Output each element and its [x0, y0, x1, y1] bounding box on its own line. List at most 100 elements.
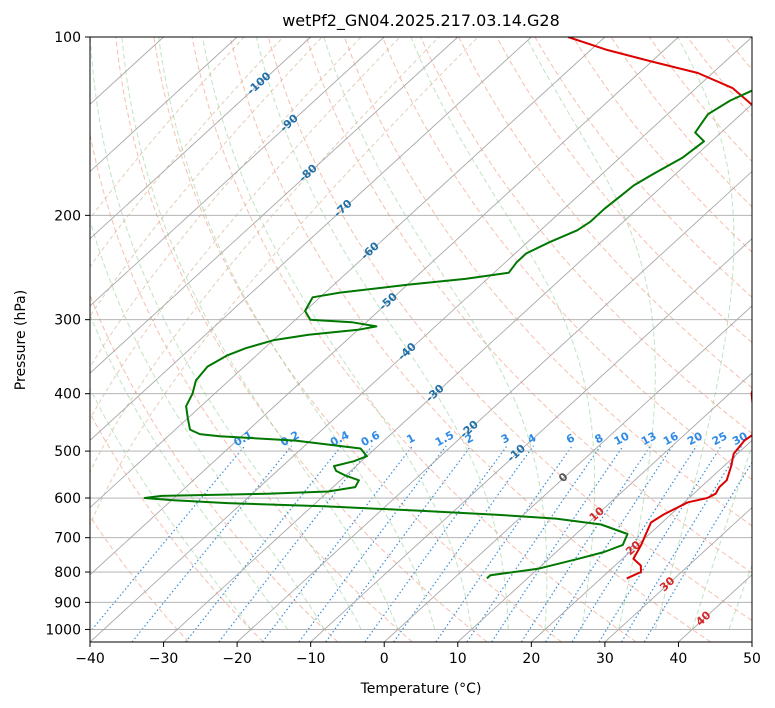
mixing-ratio-label: 1: [404, 431, 417, 446]
profile-line-2: [143, 89, 752, 580]
reference-curve: [90, 37, 245, 220]
mixing-ratio-line: [185, 445, 342, 642]
moist-adiabat: [410, 37, 596, 630]
moist-adiabat: [158, 37, 436, 630]
moist-adiabat: [90, 387, 252, 630]
mixing-ratio-line: [393, 445, 534, 642]
isotherm-line: [90, 37, 459, 374]
isotherm-line: [751, 641, 752, 642]
dry-adiabat: [686, 37, 752, 117]
isotherm-line: [90, 37, 752, 642]
moist-adiabat: [90, 218, 325, 630]
moist-adiabat: [90, 313, 289, 630]
y-tick-label: 700: [54, 531, 81, 547]
isotherm-line: [236, 170, 752, 642]
isotherm-line: [90, 37, 238, 173]
moist-adiabat: [654, 37, 735, 630]
isotherm-line: [383, 305, 752, 642]
y-tick-label: 800: [54, 565, 81, 581]
dry-adiabat: [725, 37, 752, 71]
x-tick-label: −20: [222, 651, 252, 667]
y-tick-label: 1000: [45, 622, 81, 638]
isotherm-line: [604, 506, 752, 642]
mixing-ratio-line: [435, 445, 573, 642]
x-tick-label: 40: [670, 651, 688, 667]
mixing-ratio-line: [571, 445, 698, 642]
mixing-ratio-label: 1.5: [433, 429, 456, 450]
plot-frame: [89, 36, 753, 643]
isotherm-line: [457, 372, 752, 642]
mixing-ratio-line: [491, 445, 624, 642]
dry-adiabat: [343, 37, 752, 527]
isotherm-line: [310, 238, 752, 642]
reference-curve: [90, 37, 401, 421]
dry-adiabat: [648, 37, 752, 163]
mixing-ratio-line: [545, 445, 673, 642]
x-tick-label: −10: [296, 651, 326, 667]
dry-adiabat: [496, 37, 752, 344]
dry-adiabat: [153, 37, 562, 642]
mixing-ratio-line: [598, 445, 722, 642]
isotherm-line: [90, 37, 532, 441]
reference-curve: [90, 37, 440, 474]
mixing-ratio-line: [643, 461, 752, 642]
mixing-ratio-label: 8: [593, 431, 606, 446]
moist-adiabat: [525, 37, 656, 630]
y-tick-label: 100: [54, 30, 81, 46]
moist-adiabat: [121, 37, 399, 630]
y-tick-label: 900: [54, 595, 81, 611]
isotherm-line: [90, 37, 679, 576]
mixing-ratio-line: [90, 445, 246, 633]
moist-adiabat: [202, 37, 472, 630]
x-tick-label: 0: [380, 651, 389, 667]
moist-adiabat: [255, 37, 509, 630]
mixing-ratio-line: [364, 445, 508, 642]
reference-curve: [90, 37, 284, 268]
y-tick-label: 300: [54, 313, 81, 329]
x-tick-label: 10: [449, 651, 467, 667]
mixing-ratio-line: [131, 445, 293, 642]
dry-adiabat: [191, 37, 637, 642]
y-tick-label: 200: [54, 208, 81, 224]
x-tick-label: −30: [149, 651, 179, 667]
x-tick-label: 30: [596, 651, 614, 667]
mixing-ratio-label: 30: [730, 429, 750, 448]
mixing-ratio-line: [520, 445, 651, 642]
moist-adiabat: [323, 37, 548, 630]
x-tick-label: 20: [522, 651, 540, 667]
y-tick-label: 600: [54, 491, 81, 507]
dry-adiabat: [90, 131, 413, 642]
x-tick-label: 50: [743, 651, 761, 667]
x-tick-label: −40: [75, 651, 105, 667]
reference-curve: [90, 37, 479, 526]
mixing-ratio-label: 10: [612, 429, 632, 448]
dry-adiabat: [764, 37, 775, 642]
mixing-ratio-label: 25: [710, 429, 730, 448]
y-tick-label: 400: [54, 387, 81, 403]
y-axis-label: Pressure (hPa): [13, 290, 29, 390]
isotherm-line: [90, 37, 385, 307]
y-tick-label: 500: [54, 444, 81, 460]
y-axis: 100 200 300 400 500 600 700 800 900 1000: [45, 30, 90, 638]
dry-adiabat: [267, 37, 752, 622]
mixing-ratio-label: 13: [639, 429, 659, 448]
dry-adiabat: [115, 37, 488, 642]
moist-adiabat: [691, 443, 752, 630]
mixing-ratio-line: [298, 445, 447, 642]
mixing-ratio-label: 0.6: [359, 428, 383, 449]
moist-adiabat: [728, 563, 752, 630]
moist-adiabat: [90, 37, 362, 630]
mixing-ratio-line: [466, 445, 602, 642]
mixing-ratio-label: 20: [685, 429, 705, 448]
mixing-ratio-label: 36: [751, 429, 771, 448]
dry-adiabat: [420, 37, 752, 435]
mixing-ratio-label: 6: [564, 431, 577, 446]
isotherm-line: [90, 37, 311, 240]
mixing-ratio-line: [218, 445, 373, 642]
mixing-ratio-line: [621, 445, 743, 642]
grid-lines: [90, 37, 752, 642]
isotherm-line: [163, 103, 752, 642]
dry-adiabat: [534, 37, 752, 298]
